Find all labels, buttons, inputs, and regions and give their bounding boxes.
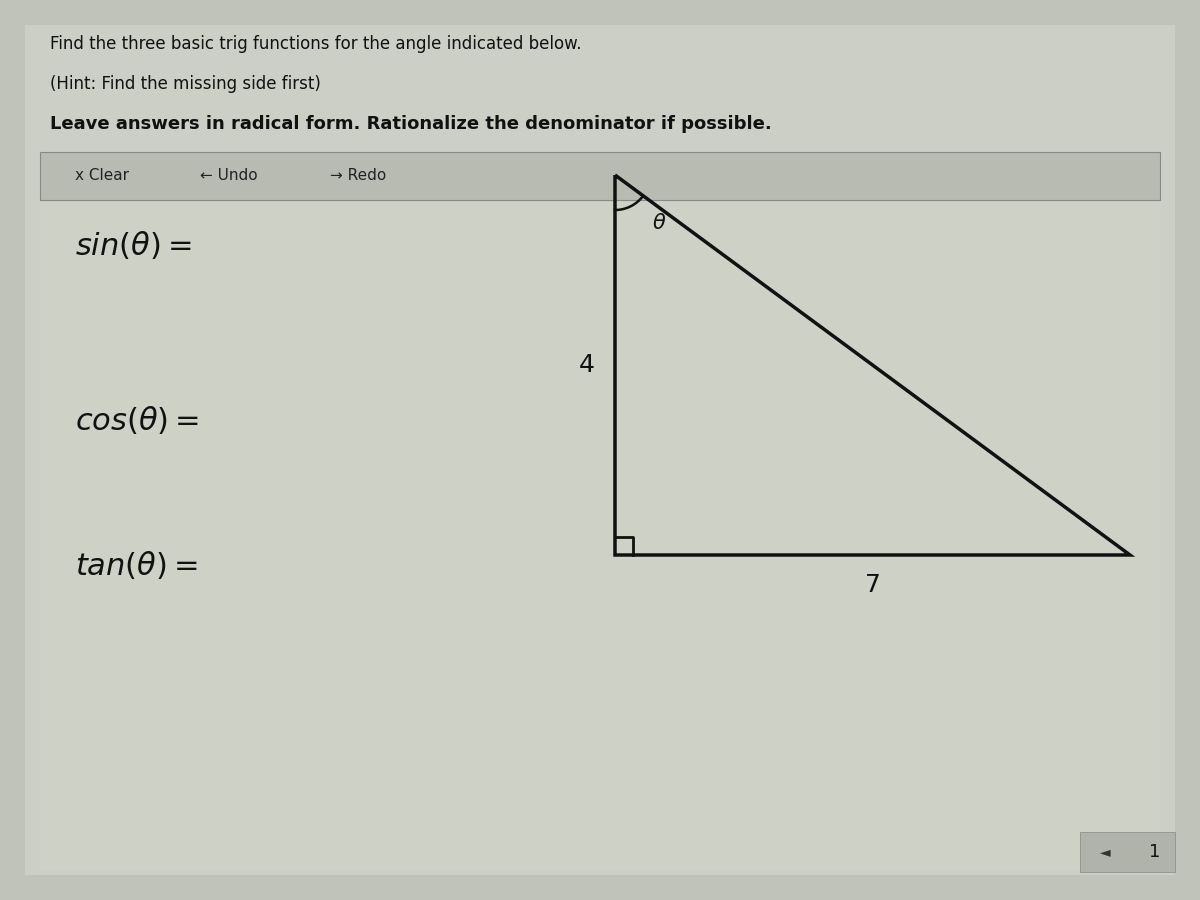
- Text: ◄: ◄: [1099, 845, 1110, 859]
- Text: → Redo: → Redo: [330, 168, 386, 184]
- Bar: [40, 152, 1160, 200]
- Text: Leave answers in radical form. Rationalize the denominator if possible.: Leave answers in radical form. Rationali…: [50, 115, 772, 133]
- Text: ← Undo: ← Undo: [200, 168, 258, 184]
- Text: Find the three basic trig functions for the angle indicated below.: Find the three basic trig functions for …: [50, 35, 582, 53]
- Text: 7: 7: [864, 573, 881, 597]
- Text: θ: θ: [653, 213, 666, 233]
- Text: x Clear: x Clear: [74, 168, 130, 184]
- Text: $sin(\theta) =$: $sin(\theta) =$: [74, 229, 192, 261]
- Text: (Hint: Find the missing side first): (Hint: Find the missing side first): [50, 75, 320, 93]
- Text: $cos(\theta) =$: $cos(\theta) =$: [74, 404, 199, 436]
- Text: 4: 4: [580, 353, 595, 377]
- Bar: [1080, 832, 1175, 872]
- Bar: [40, 202, 1160, 870]
- Text: 1: 1: [1150, 843, 1160, 861]
- Text: $tan(\theta) =$: $tan(\theta) =$: [74, 549, 198, 581]
